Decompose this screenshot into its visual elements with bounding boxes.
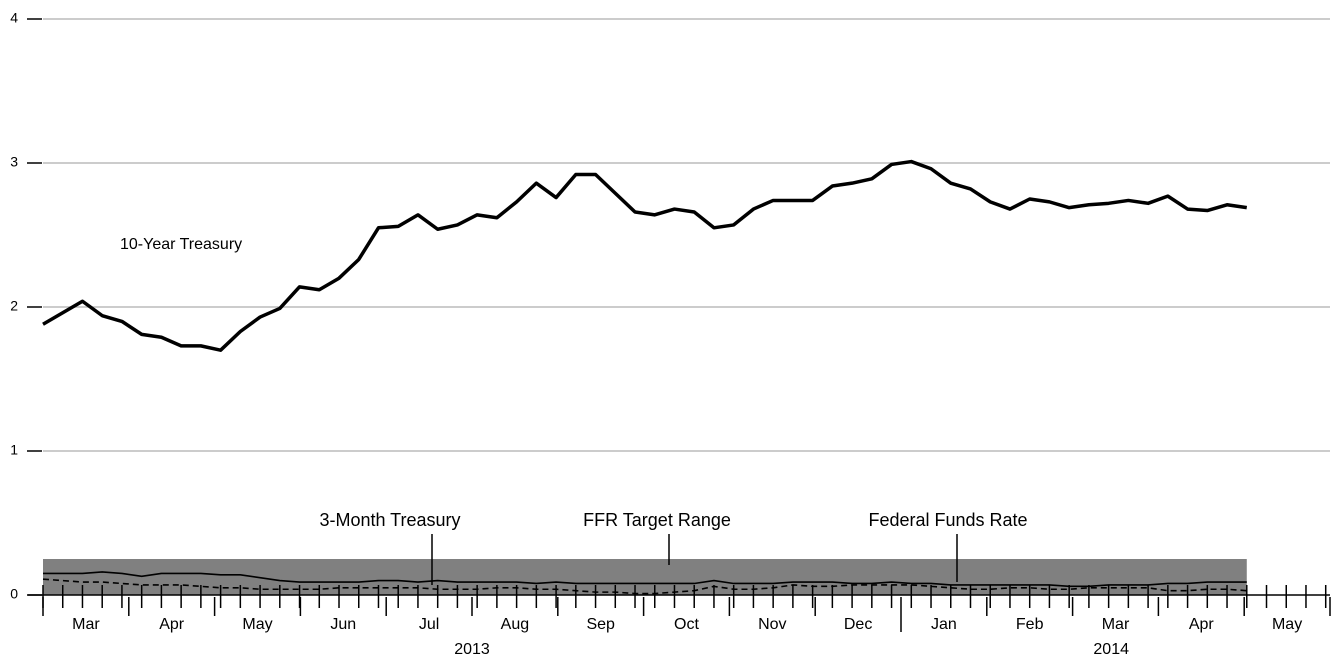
y-tick-label: 3: [10, 154, 18, 170]
y-tick-label: 1: [10, 442, 18, 458]
x-tick-label: Nov: [758, 616, 786, 633]
x-tick-label: Apr: [159, 616, 185, 633]
y-tick-label: 2: [10, 298, 18, 314]
x-tick-label: Feb: [1016, 616, 1044, 633]
series-line: [42, 578, 1247, 595]
series-line: [42, 159, 1248, 352]
x-tick-label: Jun: [330, 616, 356, 633]
y-tick-label: 0: [10, 586, 18, 602]
series-label: 3-Month Treasury: [319, 510, 460, 530]
x-tick-label: Aug: [501, 616, 529, 633]
year-label: 2013: [454, 641, 490, 658]
x-tick-label: Sep: [586, 616, 615, 633]
x-tick-label: Jul: [419, 616, 439, 633]
series-label: FFR Target Range: [583, 510, 731, 530]
x-tick-label: Apr: [1189, 616, 1215, 633]
x-tick-label: Oct: [674, 616, 699, 633]
x-tick-label: Dec: [844, 616, 872, 633]
x-tick-label: Mar: [72, 616, 100, 633]
year-label: 2014: [1093, 641, 1129, 658]
x-tick-label: Jan: [931, 616, 957, 633]
x-tick-label: May: [1272, 616, 1302, 633]
y-tick-label: 4: [10, 10, 18, 26]
x-tick-label: May: [242, 616, 272, 633]
series-label: 10-Year Treasury: [120, 236, 242, 253]
series-line: [43, 571, 1247, 588]
series-label: Federal Funds Rate: [868, 510, 1027, 530]
x-tick-label: Mar: [1102, 616, 1130, 633]
